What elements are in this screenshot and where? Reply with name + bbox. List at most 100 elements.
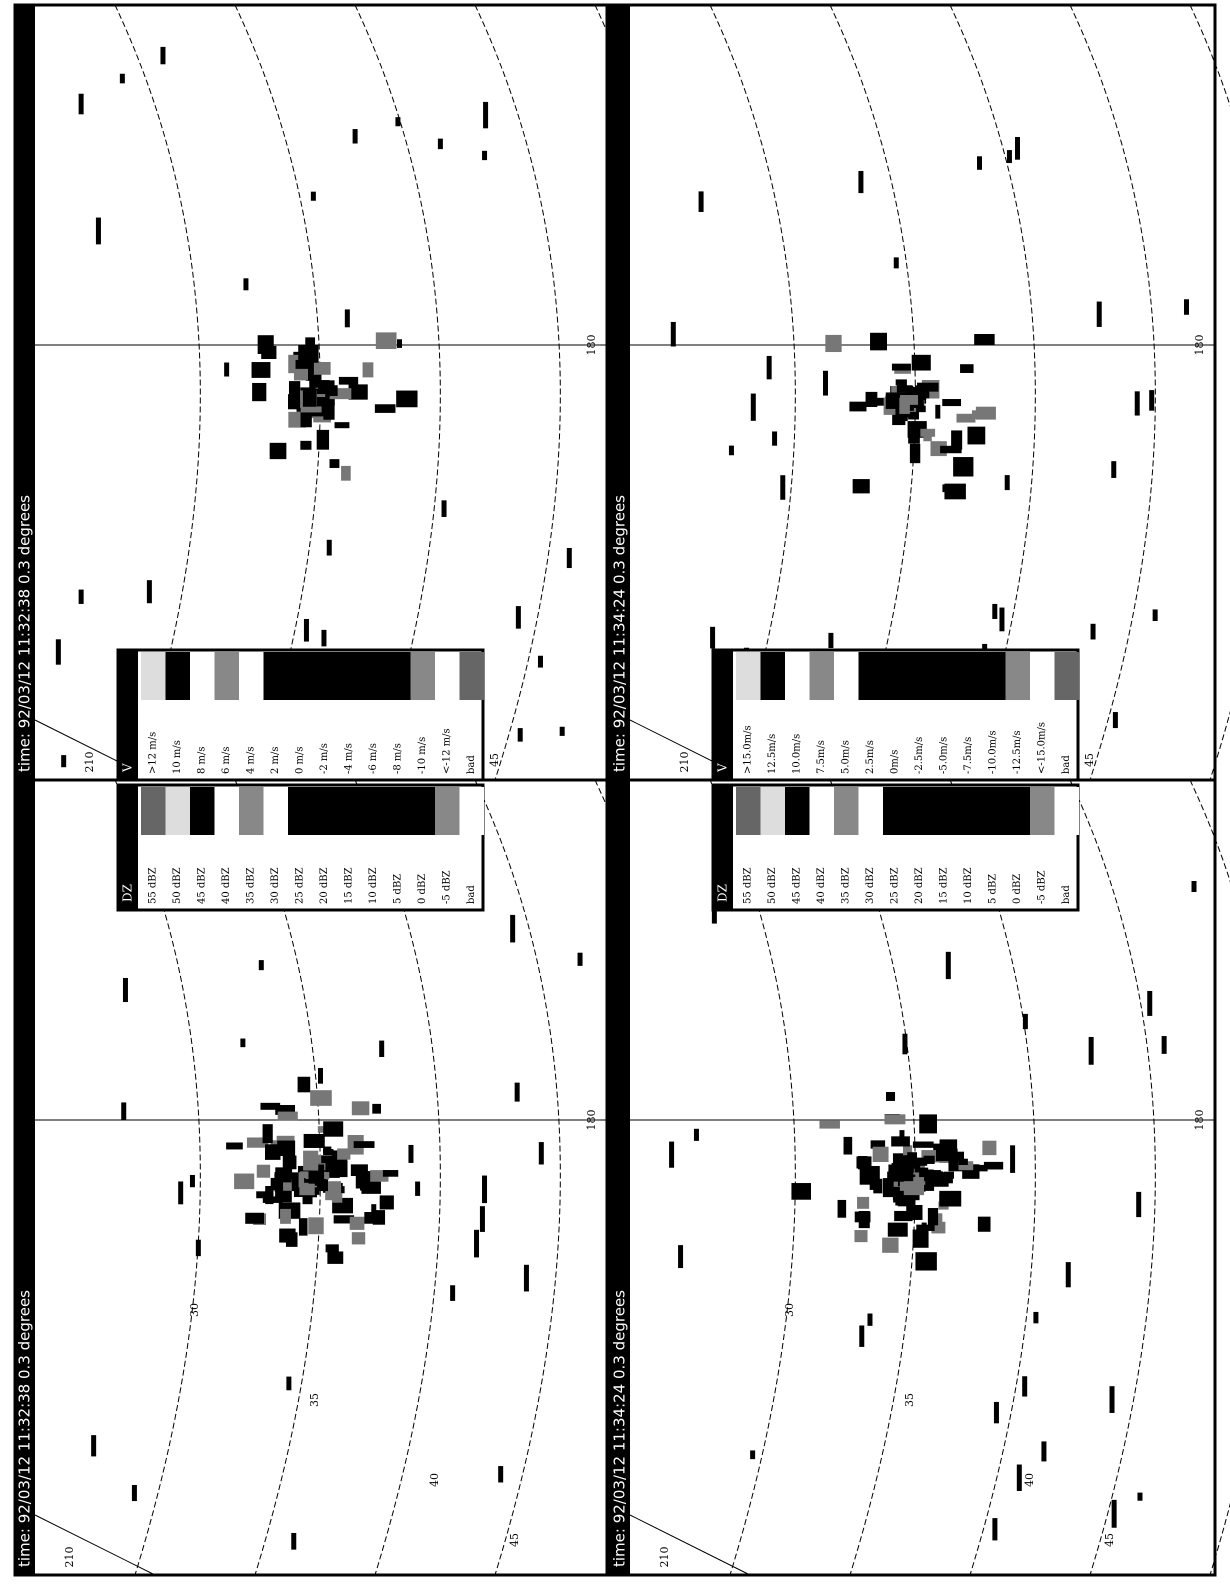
echo	[234, 1173, 255, 1190]
echo	[146, 580, 152, 604]
echo	[327, 1251, 344, 1264]
legend-entry: -2 m/s	[319, 743, 330, 774]
echo	[873, 1178, 883, 1194]
echo	[482, 150, 488, 161]
echo	[349, 1216, 365, 1230]
legend-entry: 30 dBZ	[270, 867, 281, 904]
echo	[906, 1204, 923, 1220]
echo	[891, 1136, 910, 1147]
legend-swatch	[263, 652, 288, 700]
echo	[121, 1102, 127, 1121]
echo	[908, 432, 920, 444]
echo	[303, 1133, 325, 1148]
legend-title: V	[716, 763, 730, 773]
legend-entry: 45 dBZ	[197, 867, 208, 904]
legend-swatch	[1054, 652, 1079, 700]
time-bar	[15, 780, 35, 1575]
range-label: 210	[83, 752, 96, 773]
range-ring	[709, 779, 796, 1576]
legend-swatch	[785, 787, 810, 835]
legend-entry: >12 m/s	[148, 732, 159, 774]
echo	[325, 1244, 339, 1253]
echo	[1010, 1145, 1016, 1173]
legend-swatch	[834, 787, 859, 835]
legend-swatch	[141, 652, 166, 700]
echo	[1191, 881, 1197, 892]
echo	[359, 1171, 373, 1191]
echo	[944, 483, 966, 500]
legend-swatch	[883, 787, 908, 835]
echo	[329, 459, 340, 468]
legend-swatch	[1054, 787, 1079, 835]
legend-entry: 2.5m/s	[865, 740, 876, 774]
echo	[882, 1178, 894, 1198]
echo	[1016, 1464, 1022, 1491]
echo	[728, 445, 734, 456]
echo	[189, 1174, 195, 1188]
echo	[329, 388, 352, 400]
echo	[298, 344, 319, 363]
legend-entry: bad	[1061, 885, 1072, 904]
legend-swatch	[932, 652, 957, 700]
echo	[999, 607, 1005, 632]
legend-entry: bad	[1061, 755, 1072, 774]
legend-swatch	[1030, 787, 1055, 835]
range-label: 45	[488, 753, 501, 767]
legend-swatch	[785, 652, 810, 700]
echo	[992, 603, 998, 619]
legend-entry: -2.5m/s	[914, 737, 925, 774]
range-ring	[949, 779, 1036, 1576]
echo	[515, 606, 521, 629]
legend-swatch	[288, 652, 313, 700]
echo	[1065, 1262, 1071, 1288]
echo	[828, 632, 834, 649]
echo	[415, 1181, 421, 1196]
echo	[305, 337, 316, 349]
echo	[299, 1182, 315, 1196]
legend-entry: -10.0m/s	[988, 730, 999, 774]
echo	[288, 395, 303, 410]
echo	[256, 1191, 268, 1199]
legend-entry: 0 dBZ	[417, 874, 428, 904]
echo	[976, 156, 982, 170]
echo	[334, 422, 350, 429]
legend-swatch	[907, 652, 932, 700]
echo	[945, 951, 951, 980]
legend-entry: 15 dBZ	[939, 867, 950, 904]
echo	[514, 1082, 520, 1102]
echo	[939, 1190, 962, 1207]
echo	[351, 1101, 370, 1116]
echo	[396, 390, 418, 408]
echo	[780, 475, 786, 500]
echo	[311, 397, 329, 407]
legend-entry: 5 dBZ	[988, 874, 999, 904]
echo	[698, 191, 704, 212]
echo	[352, 129, 358, 144]
legend-swatch	[263, 787, 288, 835]
range-label: 45	[508, 1533, 521, 1547]
legend-swatch	[809, 652, 834, 700]
echo	[869, 1173, 875, 1190]
range-label: 180	[1193, 335, 1206, 356]
echo	[750, 1450, 756, 1460]
legend-entry: 10 dBZ	[963, 867, 974, 904]
echo	[310, 1090, 332, 1106]
echo	[517, 728, 523, 742]
legend-entry: -7.5m/s	[963, 737, 974, 774]
echo	[823, 370, 829, 396]
legend-swatch	[239, 652, 264, 700]
legend-title: V	[121, 763, 135, 773]
echo	[903, 1177, 925, 1196]
range-label: 45	[1103, 1533, 1116, 1547]
legend-swatch	[459, 787, 484, 835]
echo	[328, 1128, 340, 1136]
legend-entry: bad	[466, 885, 477, 904]
echo	[1004, 475, 1010, 491]
echo	[1096, 301, 1102, 327]
echo	[317, 1067, 323, 1084]
legend-swatch	[760, 652, 785, 700]
legend-swatch	[809, 787, 834, 835]
legend-entry: 0 dBZ	[1012, 874, 1023, 904]
range-ring	[829, 779, 916, 1576]
